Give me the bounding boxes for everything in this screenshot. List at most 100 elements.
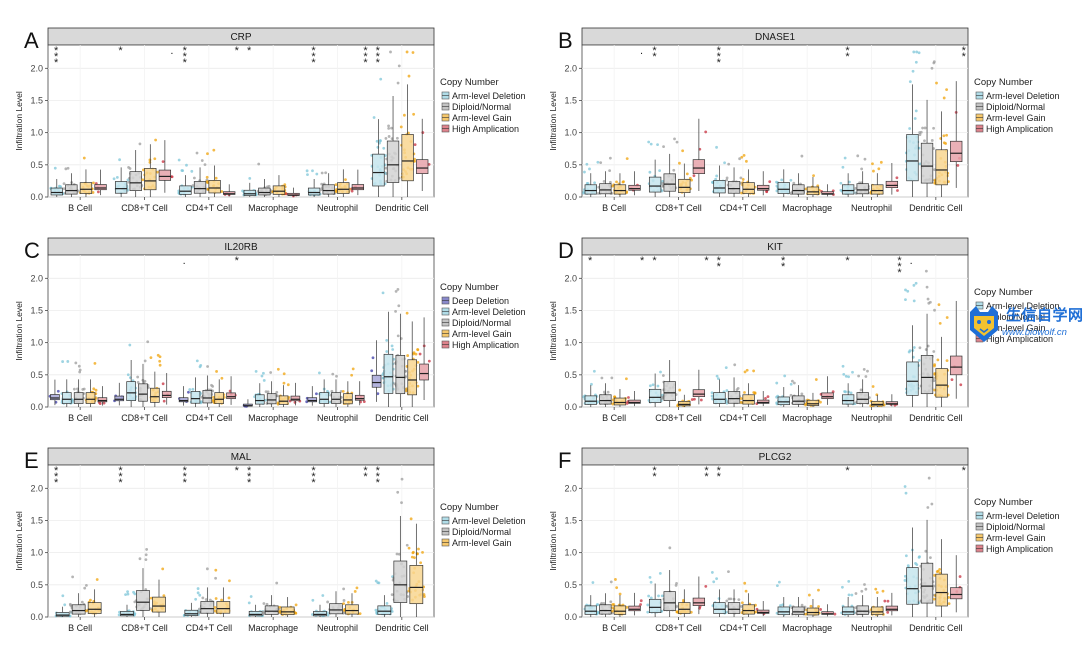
data-point xyxy=(203,163,207,167)
data-point xyxy=(198,365,202,369)
box-arm-level-deletion xyxy=(62,392,72,404)
group-neutrophil: *****Neutrophil xyxy=(311,465,368,633)
data-point xyxy=(673,137,676,141)
y-tick-label: 0.5 xyxy=(30,580,43,590)
data-point xyxy=(926,506,930,509)
significance-char: * xyxy=(54,45,59,57)
box-arm-level-deletion xyxy=(372,153,385,187)
y-tick-label: 0.0 xyxy=(30,192,43,202)
data-point xyxy=(199,400,203,404)
legend-item: Arm-level Gain xyxy=(986,323,1046,333)
data-point xyxy=(608,180,612,184)
panel-f: F PLCG2 0.0 0.5 1.0 1.5 2.0 Infiltration Level B… xyxy=(548,447,1060,633)
data-point xyxy=(153,157,157,161)
group-cd8-t-cell: ** **CD8+T Cell xyxy=(646,465,709,633)
data-point xyxy=(205,567,209,571)
significance-char: * xyxy=(704,255,709,267)
data-point xyxy=(416,360,420,364)
data-point xyxy=(228,579,231,583)
significance-label: * xyxy=(235,465,240,477)
data-point xyxy=(615,180,618,184)
data-point xyxy=(768,180,772,184)
data-point xyxy=(727,162,731,166)
data-point xyxy=(596,603,600,607)
data-point xyxy=(353,590,357,593)
facet-strip-title: PLCG2 xyxy=(759,452,792,463)
data-point xyxy=(928,300,932,304)
group-b-cell: . B Cell xyxy=(582,45,643,213)
data-point xyxy=(602,601,606,605)
panel-letter: E xyxy=(24,448,39,473)
box-high-amplication xyxy=(757,184,770,191)
legend-item: Arm-level Deletion xyxy=(452,91,526,101)
data-point xyxy=(886,610,890,614)
box-high-amplication xyxy=(950,355,963,376)
data-point xyxy=(693,397,696,401)
significance-label: *** xyxy=(376,465,381,489)
box-high-amplication xyxy=(950,587,963,600)
plot-area xyxy=(581,464,969,618)
data-point xyxy=(257,162,261,166)
data-point xyxy=(205,175,209,179)
data-point xyxy=(737,598,741,601)
data-point xyxy=(112,177,116,181)
significance-label: *** xyxy=(376,45,381,69)
data-point xyxy=(145,548,149,551)
data-point xyxy=(819,608,822,611)
legend-title: Copy Number xyxy=(974,287,1033,298)
data-point xyxy=(904,288,907,292)
plot-area xyxy=(47,254,435,408)
box-arm-level-gain xyxy=(407,359,417,396)
data-point xyxy=(938,321,942,325)
significance-label: ** xyxy=(704,465,709,483)
significance-label: * xyxy=(588,255,593,267)
x-tick-label: Macrophage xyxy=(782,623,832,633)
group-dendritic-cell: * Dendritic Cell xyxy=(903,465,967,633)
x-tick-label: Dendritic Cell xyxy=(375,413,429,423)
data-point xyxy=(124,593,127,596)
data-point xyxy=(712,580,716,584)
significance-label: * xyxy=(704,255,709,267)
data-point xyxy=(780,178,784,182)
data-point xyxy=(387,124,390,128)
data-point xyxy=(394,309,397,313)
box-diploid-normal xyxy=(727,181,741,194)
significance-char: * xyxy=(652,255,657,267)
significance-char: * xyxy=(235,465,240,477)
y-tick-label: 2.0 xyxy=(30,483,43,493)
data-point xyxy=(717,597,721,600)
box-diploid-normal xyxy=(386,140,400,183)
data-point xyxy=(725,599,729,603)
plot-area xyxy=(581,254,969,408)
x-tick-label: B Cell xyxy=(68,623,92,633)
data-point xyxy=(742,153,746,157)
data-point xyxy=(126,590,129,594)
group-dendritic-cell: *** Dendritic Cell xyxy=(374,465,429,633)
legend-item: Diploid/Normal xyxy=(986,102,1045,112)
box-diploid-normal xyxy=(663,381,676,401)
box-high-amplication xyxy=(351,184,365,191)
data-point xyxy=(789,192,793,195)
data-point xyxy=(860,167,864,171)
data-point xyxy=(76,387,79,391)
data-point xyxy=(406,354,410,357)
data-point xyxy=(764,397,767,400)
data-point xyxy=(847,390,851,394)
data-point xyxy=(618,592,622,596)
group-macrophage: Macrophage xyxy=(242,255,302,423)
significance-char: * xyxy=(717,261,722,273)
significance-label: ** xyxy=(652,465,657,483)
significance-char: * xyxy=(640,255,645,267)
data-point xyxy=(661,395,664,399)
data-point xyxy=(817,588,820,592)
data-point xyxy=(779,604,782,607)
data-point xyxy=(195,151,199,155)
box-deep-deletion xyxy=(114,395,125,402)
box-diploid-normal xyxy=(395,355,406,395)
data-point xyxy=(912,299,916,303)
data-point xyxy=(775,401,779,405)
data-point xyxy=(395,552,399,556)
group-cd4-t-cell: ** CD4+T Cell xyxy=(710,255,770,423)
x-tick-label: Macrophage xyxy=(248,413,298,423)
legend-item: Arm-level Gain xyxy=(986,113,1046,123)
